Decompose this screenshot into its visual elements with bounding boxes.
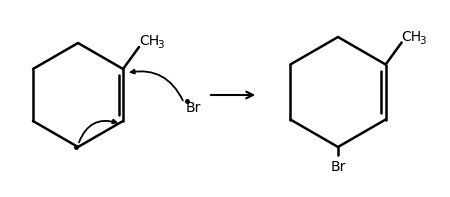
- FancyArrowPatch shape: [79, 120, 117, 142]
- Text: CH: CH: [401, 30, 422, 44]
- Text: Br: Br: [185, 101, 201, 115]
- Text: 3: 3: [157, 40, 163, 50]
- Text: Br: Br: [330, 160, 346, 174]
- Text: CH: CH: [139, 34, 159, 48]
- FancyArrowPatch shape: [131, 70, 183, 100]
- Text: 3: 3: [419, 35, 426, 46]
